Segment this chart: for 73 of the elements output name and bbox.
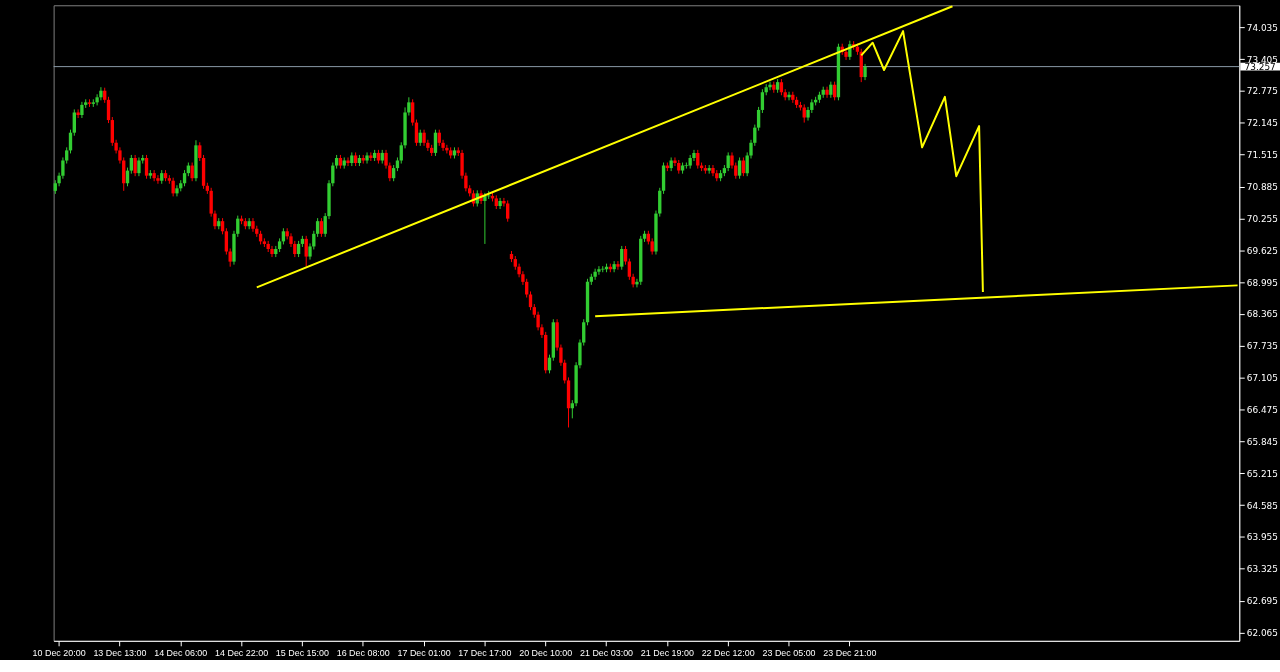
y-tick-label: 62.695: [1246, 596, 1278, 607]
candlestick: [346, 156, 350, 167]
x-tick-label: 13 Dec 13:00: [93, 648, 147, 659]
candlestick: [612, 260, 616, 273]
candlestick: [623, 245, 628, 266]
y-tick-label: 65.845: [1246, 436, 1278, 447]
x-tick-label: 14 Dec 22:00: [215, 648, 269, 659]
line-series: [860, 30, 984, 293]
candlestick: [171, 177, 175, 197]
candlestick: [620, 245, 624, 271]
candlestick: [445, 144, 449, 154]
candlestick: [365, 151, 369, 165]
candlestick: [99, 86, 103, 101]
candlestick: [593, 268, 597, 281]
x-tick-label: 10 Dec 20:00: [32, 648, 86, 659]
x-tick-label: 17 Dec 17:00: [458, 648, 512, 659]
candlestick: [72, 108, 76, 137]
candlestick: [483, 192, 487, 245]
y-tick-label: 70.885: [1246, 182, 1278, 193]
candlestick: [498, 197, 502, 210]
x-tick-label: 14 Dec 06:00: [154, 648, 208, 659]
y-tick-label: 65.215: [1246, 468, 1278, 479]
candlestick: [315, 217, 320, 238]
y-tick-label: 72.775: [1246, 86, 1278, 97]
candlestick: [304, 235, 308, 268]
candlestick: [726, 151, 730, 172]
x-tick-label: 22 Dec 12:00: [701, 648, 755, 659]
y-tick-label: 63.955: [1246, 532, 1278, 543]
candlestick: [528, 290, 533, 311]
y-tick-label: 71.515: [1246, 150, 1278, 161]
candlestick: [198, 141, 202, 162]
candlestick: [802, 103, 806, 124]
x-tick-label: 21 Dec 03:00: [580, 648, 634, 659]
candlestick: [175, 184, 179, 197]
candlestick: [137, 156, 141, 177]
candlestick: [410, 98, 415, 127]
candlestick: [768, 81, 772, 91]
y-tick-label: 68.365: [1246, 309, 1278, 320]
candlestick: [129, 154, 133, 175]
x-tick-label: 21 Dec 19:00: [640, 648, 694, 659]
y-tick-label: 68.995: [1246, 277, 1278, 288]
candlestick: [506, 199, 510, 223]
candlestick: [319, 217, 324, 238]
candlestick: [190, 162, 194, 182]
candlestick: [711, 164, 715, 177]
x-tick-label: 16 Dec 08:00: [336, 648, 390, 659]
x-tick-label: 20 Dec 10:00: [519, 648, 573, 659]
candlestick: [133, 154, 137, 177]
y-tick-label: 74.035: [1246, 22, 1278, 33]
candlestick: [696, 149, 700, 170]
candlestick: [760, 88, 765, 114]
y-tick-label: 64.585: [1246, 500, 1278, 511]
y-tick-label: 62.065: [1246, 627, 1278, 638]
candlestick: [270, 245, 274, 258]
y-tick-label: 67.105: [1246, 373, 1278, 384]
candlestick: [76, 108, 80, 119]
x-tick-label: 23 Dec 05:00: [762, 648, 816, 659]
candlestick: [616, 260, 620, 271]
candlestick: [787, 91, 791, 101]
candlestick: [825, 86, 829, 99]
x-tick-label: 23 Dec 21:00: [823, 648, 877, 659]
x-tick-label: 15 Dec 15:00: [275, 648, 329, 659]
y-tick-label: 63.325: [1246, 564, 1278, 575]
x-tick-label: 17 Dec 01:00: [397, 648, 451, 659]
candlestick: [156, 174, 160, 185]
y-tick-label: 69.625: [1246, 245, 1278, 256]
candlestick: [152, 169, 156, 182]
candlestick: [597, 265, 601, 276]
y-tick-label: 72.145: [1246, 118, 1278, 129]
y-tick-label: 70.255: [1246, 213, 1278, 224]
candlestick: [756, 106, 761, 132]
y-tick-label: 67.735: [1246, 341, 1278, 352]
y-tick-label: 66.475: [1246, 404, 1278, 415]
